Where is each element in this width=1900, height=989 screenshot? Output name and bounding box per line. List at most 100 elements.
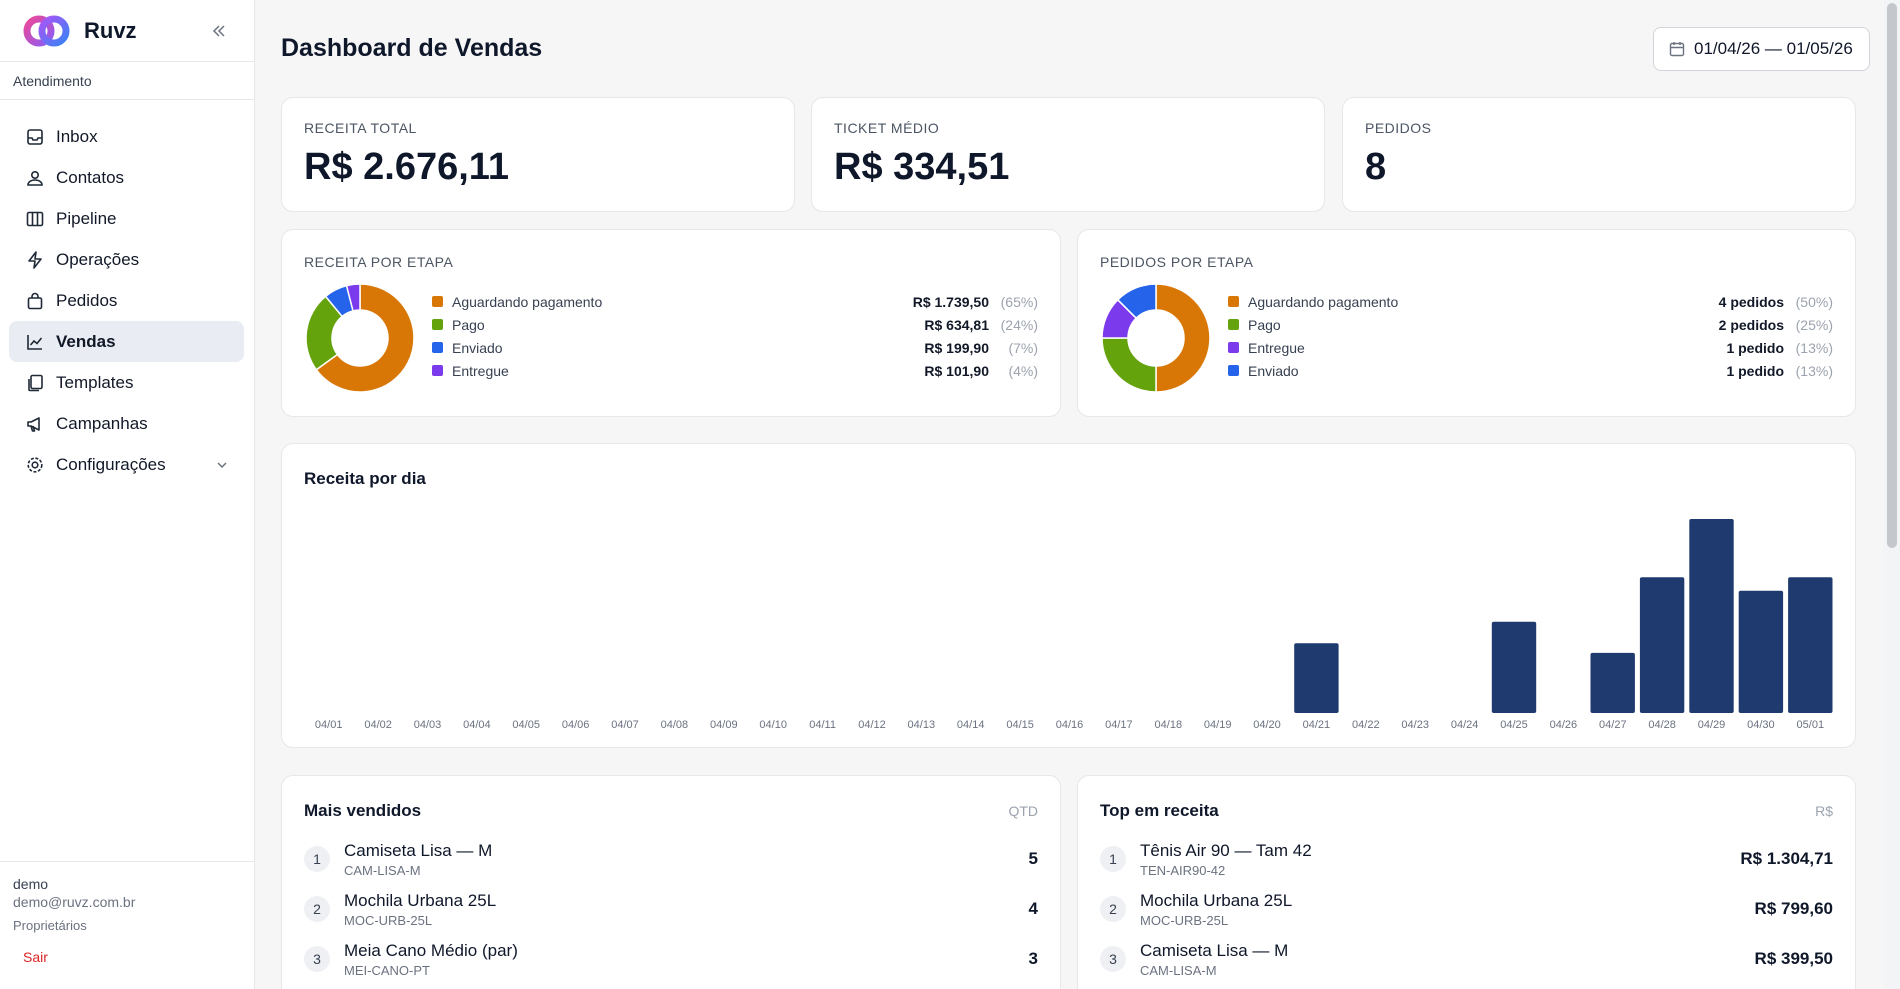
- list-item: 1 Tênis Air 90 — Tam 42 TEN-AIR90-42 R$ …: [1100, 834, 1833, 884]
- legend-swatch: [432, 319, 443, 330]
- rank-badge: 1: [1100, 846, 1126, 872]
- sidebar-item-pedidos[interactable]: Pedidos: [9, 280, 244, 321]
- page-scrollbar[interactable]: [1884, 0, 1900, 989]
- sidebar-item-configuracoes[interactable]: Configurações: [9, 444, 244, 485]
- top-sellers-list: 1 Camiseta Lisa — M CAM-LISA-M 5 2 Mochi…: [304, 834, 1038, 984]
- legend-percent: (7%): [1008, 339, 1038, 356]
- sidebar-item-label: Inbox: [56, 126, 98, 146]
- chevron-down-icon: [217, 461, 227, 468]
- x-tick-label: 04/09: [710, 719, 738, 731]
- x-tick-label: 04/20: [1253, 719, 1281, 731]
- item-value: 4: [1028, 899, 1038, 918]
- legend-value: R$ 199,90: [924, 339, 989, 356]
- item-name: Camiseta Lisa — M: [1140, 940, 1289, 960]
- legend-row: Aguardando pagamento 4 pedidos (50%): [1228, 290, 1833, 313]
- top-revenue-card: Top em receita R$ 1 Tênis Air 90 — Tam 4…: [1077, 775, 1856, 989]
- x-tick-label: 04/26: [1550, 719, 1578, 731]
- x-tick-label: 04/16: [1056, 719, 1084, 731]
- list-column-label: R$: [1815, 803, 1833, 819]
- list-item: 2 Mochila Urbana 25L MOC-URB-25L R$ 799,…: [1100, 884, 1833, 934]
- sidebar-item-vendas[interactable]: Vendas: [9, 321, 244, 362]
- legend-value: 1 pedido: [1726, 339, 1784, 356]
- item-value: R$ 1.304,71: [1740, 849, 1833, 868]
- item-sku: MOC-URB-25L: [1140, 912, 1229, 928]
- legend-name: Aguardando pagamento: [1248, 293, 1399, 310]
- legend-value: 2 pedidos: [1718, 316, 1784, 333]
- legend-swatch: [1228, 342, 1239, 353]
- x-tick-label: 04/08: [661, 719, 689, 731]
- x-tick-label: 04/07: [611, 719, 639, 731]
- bar-05-01: [1788, 577, 1833, 713]
- x-tick-label: 04/13: [908, 719, 936, 731]
- list-column-label: QTD: [1008, 803, 1038, 819]
- sidebar-item-templates[interactable]: Templates: [9, 362, 244, 403]
- revenue-by-day-chart: 04/01 04/02 04/03 04/04 04/05 04/06 04/07 04/08…: [315, 519, 1833, 731]
- legend-swatch: [1228, 296, 1239, 307]
- legend-name: Entregue: [452, 362, 509, 379]
- item-name: Meia Cano Médio (par): [344, 940, 518, 960]
- x-tick-label: 04/19: [1204, 719, 1232, 731]
- legend-swatch: [1228, 365, 1239, 376]
- chart-line-icon: [27, 334, 43, 350]
- item-value: 5: [1028, 849, 1038, 868]
- legend-percent: (13%): [1795, 362, 1833, 379]
- x-tick-label: 04/28: [1648, 719, 1676, 731]
- sidebar: Ruvz Atendimento Inbox Contatos Pipeline…: [0, 0, 255, 989]
- logout-link[interactable]: Sair: [23, 949, 48, 965]
- item-sku: TEN-AIR90-42: [1140, 862, 1226, 878]
- rank-badge: 2: [304, 896, 330, 922]
- sidebar-item-contatos[interactable]: Contatos: [9, 157, 244, 198]
- contacts-icon: [27, 170, 43, 186]
- item-value: R$ 399,50: [1754, 949, 1833, 968]
- scrollbar-thumb[interactable]: [1887, 3, 1897, 548]
- legend-percent: (65%): [1000, 293, 1038, 310]
- user-role: Proprietários: [13, 918, 87, 933]
- collapse-sidebar-button[interactable]: [206, 18, 232, 44]
- stat-card-pedidos: PEDIDOS 8: [1342, 97, 1856, 212]
- legend-row: Entregue 1 pedido (13%): [1228, 336, 1833, 359]
- legend-row: Aguardando pagamento R$ 1.739,50 (65%): [432, 290, 1038, 313]
- date-range-picker[interactable]: 01/04/26 — 01/05/26: [1653, 27, 1870, 71]
- legend-name: Enviado: [1248, 362, 1299, 379]
- bag-icon: [27, 292, 43, 309]
- revenue-donut-chart: [305, 283, 415, 393]
- x-tick-label: 04/04: [463, 719, 491, 731]
- sidebar-item-label: Campanhas: [56, 413, 148, 433]
- inbox-icon: [27, 128, 43, 145]
- legend-swatch: [432, 342, 443, 353]
- x-tick-label: 04/23: [1401, 719, 1429, 731]
- app-name: Ruvz: [84, 17, 137, 43]
- sidebar-item-label: Pipeline: [56, 208, 117, 228]
- stat-card-receita-total: RECEITA TOTAL R$ 2.676,11: [281, 97, 795, 212]
- sidebar-item-campanhas[interactable]: Campanhas: [9, 403, 244, 444]
- sidebar-item-label: Contatos: [56, 167, 125, 187]
- stat-label: PEDIDOS: [1365, 120, 1432, 136]
- ruvz-logo-icon: [23, 15, 70, 46]
- stat-label: RECEITA TOTAL: [304, 120, 417, 136]
- sidebar-item-label: Templates: [56, 372, 134, 392]
- legend-row: Entregue R$ 101,90 (4%): [432, 359, 1038, 382]
- item-name: Camiseta Lisa — M: [344, 840, 493, 860]
- revenue-legend: Aguardando pagamento R$ 1.739,50 (65%) P…: [432, 290, 1038, 382]
- rank-badge: 3: [304, 946, 330, 972]
- legend-value: R$ 1.739,50: [912, 293, 989, 310]
- stat-value: 8: [1365, 146, 1387, 188]
- bar-04-29: [1689, 519, 1734, 713]
- sidebar-item-pipeline[interactable]: Pipeline: [9, 198, 244, 239]
- revenue-by-day-card: Receita por dia 04/01 04/02 04/03 04/04 04/0…: [281, 443, 1856, 748]
- gear-icon: [27, 456, 43, 473]
- x-tick-label: 04/10: [759, 719, 787, 731]
- list-title: Mais vendidos: [304, 801, 422, 820]
- legend-name: Entregue: [1248, 339, 1305, 356]
- item-name: Mochila Urbana 25L: [1140, 890, 1293, 910]
- legend-name: Enviado: [452, 339, 503, 356]
- sidebar-item-operacoes[interactable]: Operações: [9, 239, 244, 280]
- x-tick-label: 04/24: [1451, 719, 1479, 731]
- item-value: 3: [1028, 949, 1038, 968]
- sidebar-item-inbox[interactable]: Inbox: [9, 116, 244, 157]
- legend-swatch: [432, 296, 443, 307]
- bar-04-25: [1491, 621, 1537, 713]
- card-label: RECEITA POR ETAPA: [304, 254, 454, 270]
- rank-badge: 1: [304, 846, 330, 872]
- rank-badge: 3: [1100, 946, 1126, 972]
